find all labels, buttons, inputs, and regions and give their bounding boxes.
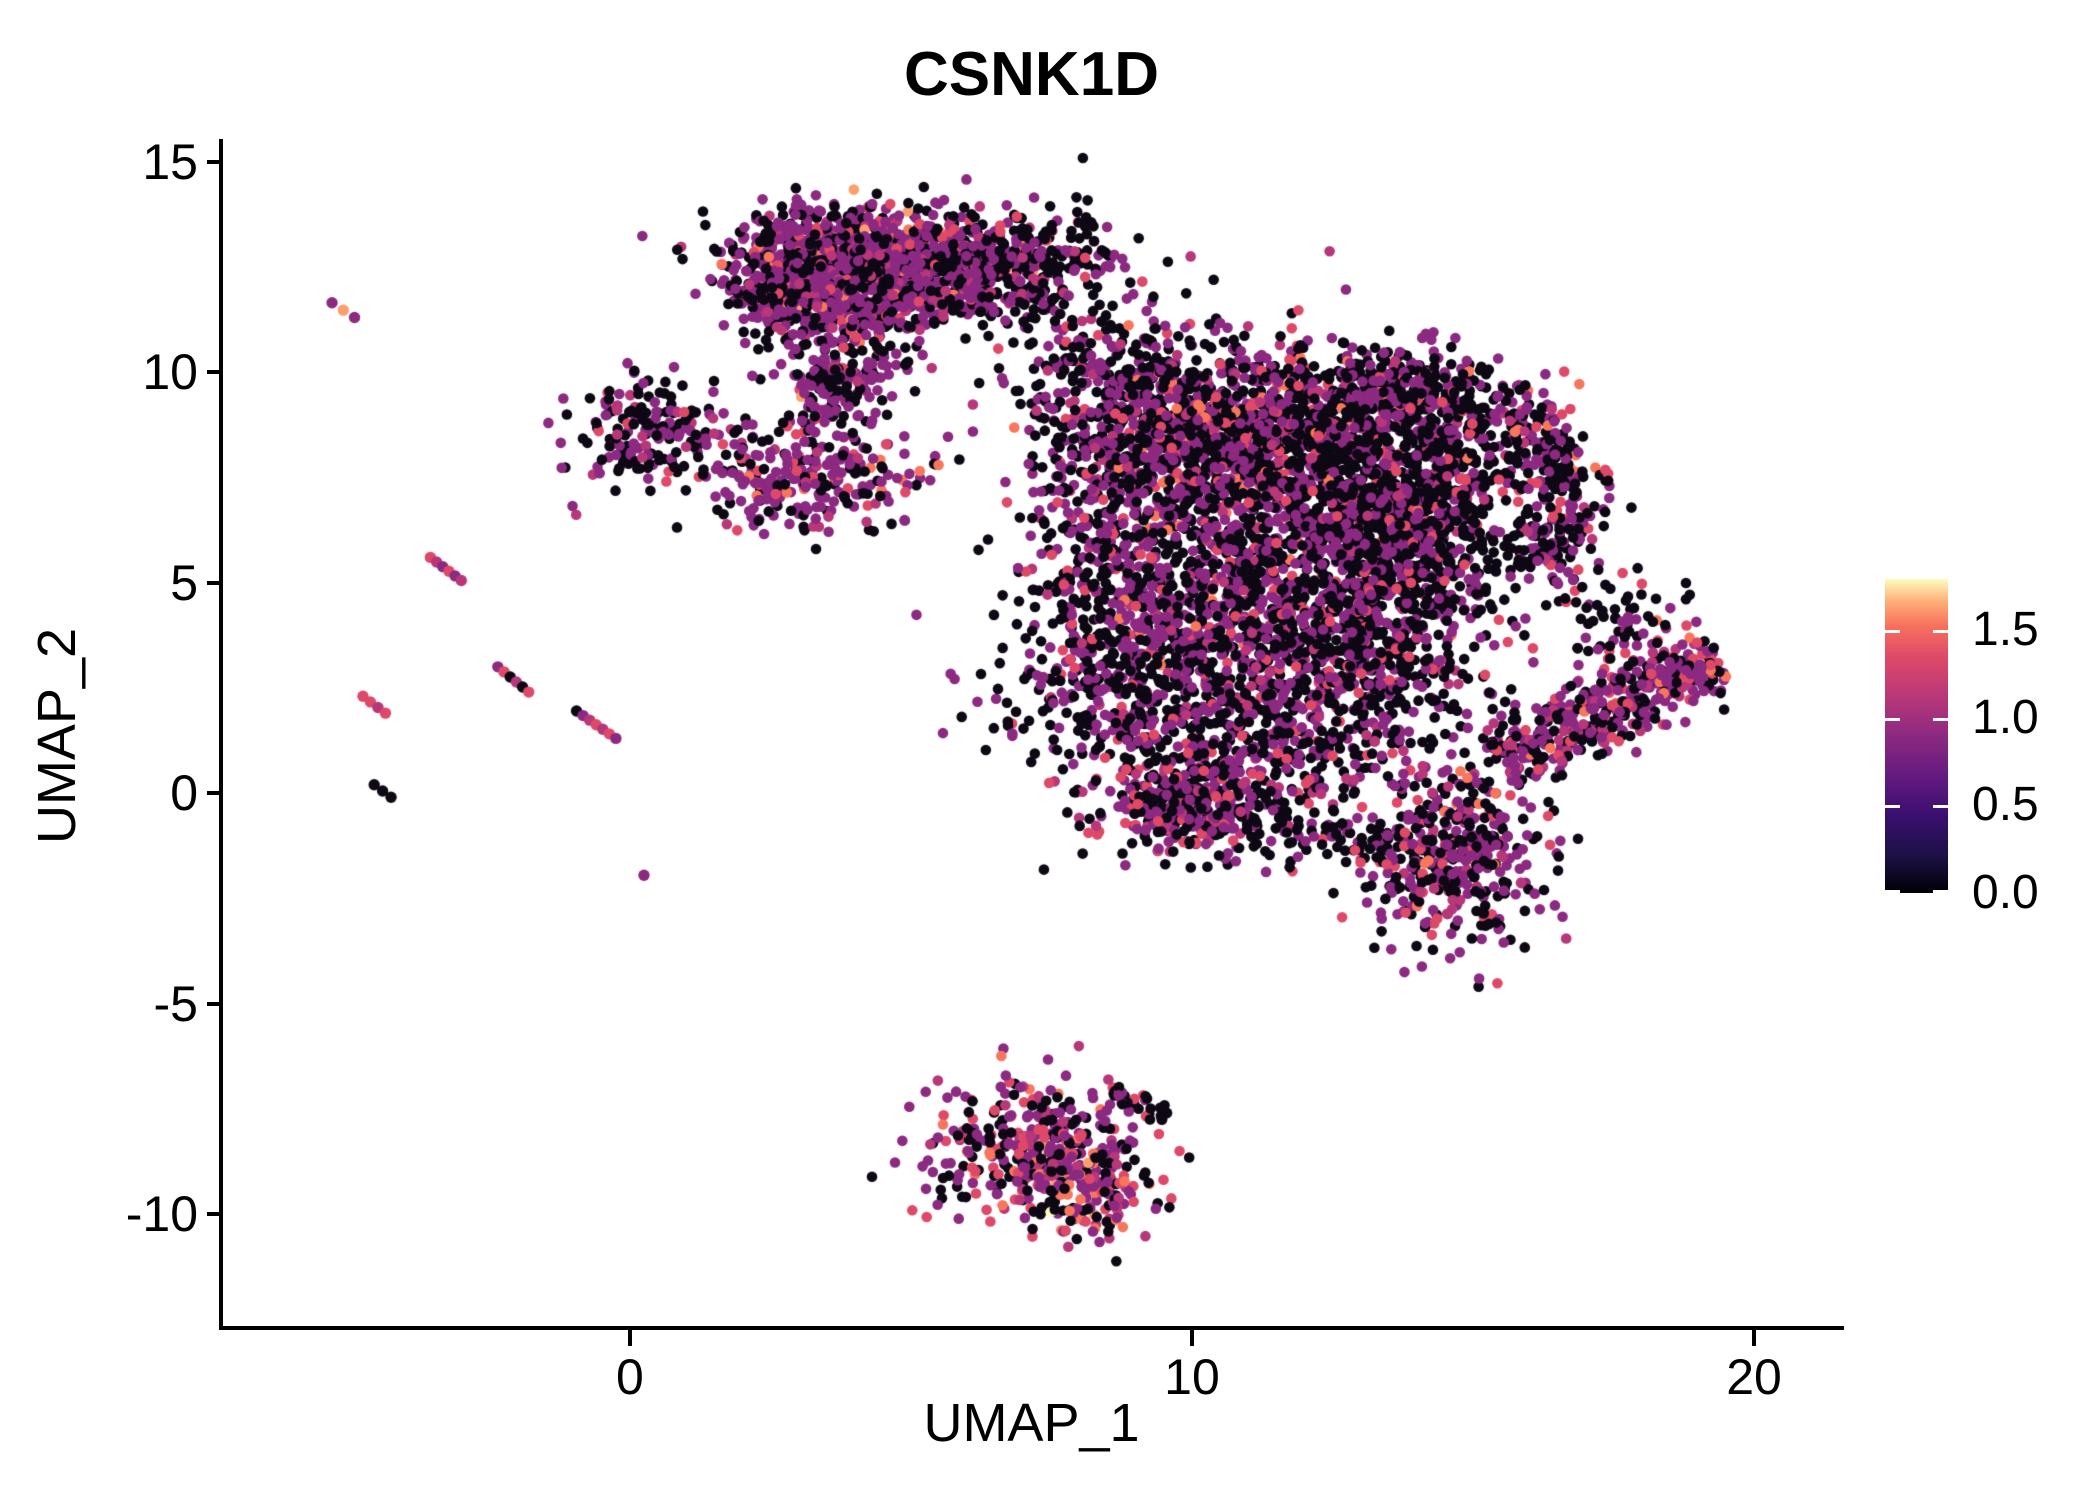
y-tick-label: 15: [142, 133, 198, 190]
x-tick-label: 0: [616, 1349, 644, 1405]
y-tick-mark: [207, 580, 223, 585]
colorbar-gradient: [1885, 579, 1948, 893]
x-tick-mark: [1752, 1330, 1756, 1346]
colorbar-tick-right: [1933, 717, 1948, 721]
colorbar-tick-left: [1885, 629, 1900, 633]
y-axis-line: [219, 139, 223, 1330]
y-tick-label: 10: [142, 344, 198, 401]
x-tick-mark: [1189, 1330, 1194, 1346]
y-tick-label: -10: [125, 1186, 198, 1243]
y-tick-mark: [207, 159, 223, 164]
x-tick-label: 20: [1726, 1349, 1782, 1405]
legend-tick-label: 0.0: [1972, 866, 2039, 919]
y-tick-label: -5: [153, 975, 198, 1032]
colorbar-tick-left: [1885, 805, 1900, 809]
colorbar-tick-right: [1933, 805, 1948, 809]
x-tick-mark: [627, 1330, 632, 1346]
y-tick-mark: [207, 1001, 223, 1006]
y-tick-mark: [207, 370, 223, 375]
x-axis-line: [219, 1326, 1844, 1330]
y-tick-label: 5: [170, 554, 198, 611]
colorbar-tick-left: [1885, 890, 1900, 893]
y-axis-title: UMAP_2: [27, 627, 87, 845]
legend-tick-label: 1.5: [1972, 602, 2039, 656]
x-tick-label: 10: [1164, 1349, 1220, 1405]
y-tick-mark: [207, 1212, 223, 1217]
y-tick-label: 0: [170, 765, 198, 822]
legend-tick-label: 1.0: [1972, 690, 2039, 744]
y-tick-mark: [207, 791, 223, 796]
legend-tick-label: 0.5: [1972, 778, 2039, 832]
x-axis-title: UMAP_1: [923, 1393, 1140, 1453]
colorbar-tick-right: [1933, 629, 1948, 633]
colorbar-tick-right: [1933, 890, 1948, 893]
colorbar-tick-left: [1885, 717, 1900, 721]
